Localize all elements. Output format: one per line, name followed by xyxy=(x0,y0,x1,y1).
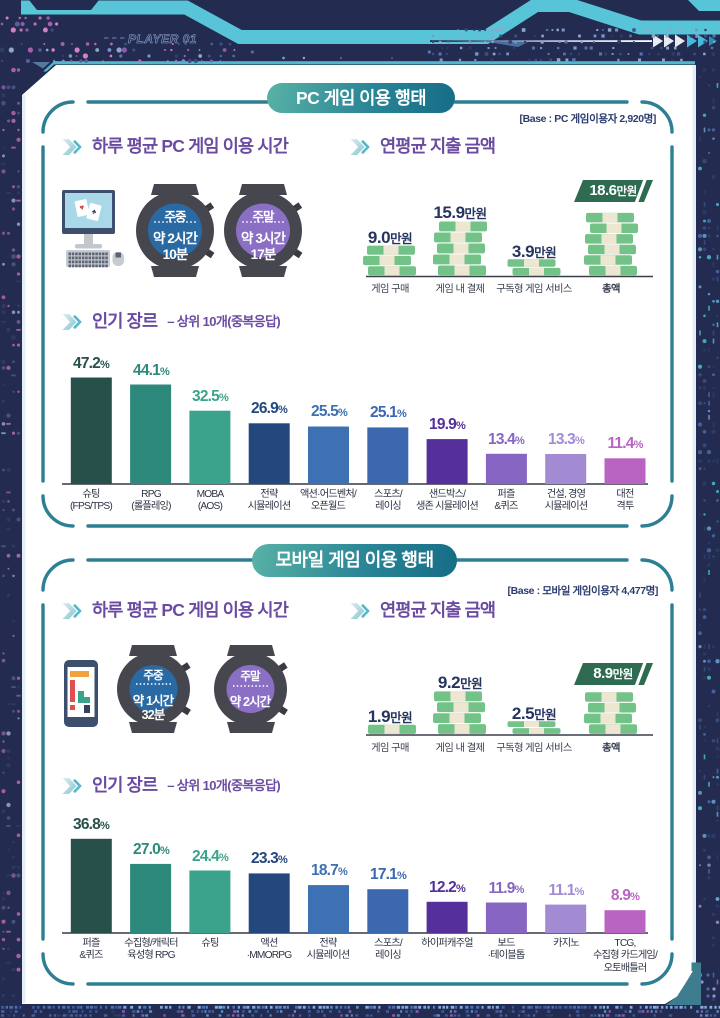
svg-text:♥: ♥ xyxy=(79,203,86,213)
svg-text:PLAYER 01: PLAYER 01 xyxy=(128,32,197,46)
svg-text:♠: ♠ xyxy=(91,207,98,217)
